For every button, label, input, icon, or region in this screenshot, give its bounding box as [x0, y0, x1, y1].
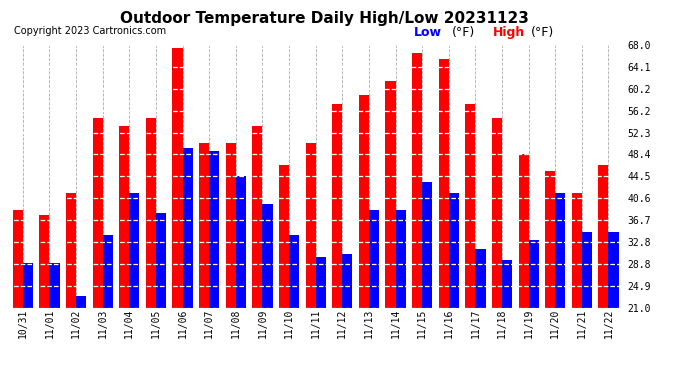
Bar — [92, 118, 103, 308]
Bar — [342, 255, 353, 308]
Bar — [23, 263, 33, 308]
Bar — [465, 104, 475, 308]
Bar — [439, 59, 449, 308]
Bar — [475, 249, 486, 308]
Bar — [359, 95, 369, 308]
Bar — [66, 193, 76, 308]
Bar — [183, 148, 193, 308]
Bar — [582, 232, 592, 308]
Bar — [316, 257, 326, 307]
Bar — [518, 154, 529, 308]
Text: (°F): (°F) — [452, 26, 475, 39]
Text: (°F): (°F) — [531, 26, 555, 39]
Bar — [529, 240, 539, 308]
Bar — [199, 143, 209, 308]
Bar — [119, 126, 129, 308]
Bar — [236, 176, 246, 308]
Text: High: High — [493, 26, 526, 39]
Bar — [502, 260, 512, 308]
Bar — [545, 171, 555, 308]
Bar — [572, 193, 582, 308]
Bar — [609, 232, 619, 308]
Bar — [386, 81, 395, 308]
Bar — [156, 213, 166, 308]
Bar — [226, 143, 236, 308]
Bar — [492, 118, 502, 308]
Text: Outdoor Temperature Daily High/Low 20231123: Outdoor Temperature Daily High/Low 20231… — [120, 11, 529, 26]
Bar — [39, 215, 50, 308]
Bar — [448, 193, 459, 308]
Bar — [12, 210, 23, 308]
Bar — [262, 204, 273, 308]
Bar — [253, 126, 262, 308]
Bar — [103, 235, 113, 308]
Bar — [129, 193, 139, 308]
Bar — [412, 53, 422, 307]
Bar — [395, 210, 406, 308]
Bar — [422, 182, 432, 308]
Bar — [555, 193, 565, 308]
Bar — [146, 118, 156, 308]
Bar — [598, 165, 609, 308]
Bar — [279, 165, 289, 308]
Bar — [50, 263, 59, 308]
Bar — [332, 104, 342, 308]
Text: Copyright 2023 Cartronics.com: Copyright 2023 Cartronics.com — [14, 26, 166, 36]
Bar — [76, 296, 86, 307]
Bar — [369, 210, 379, 308]
Bar — [209, 151, 219, 308]
Bar — [306, 143, 316, 308]
Bar — [289, 235, 299, 308]
Bar — [172, 48, 183, 308]
Text: Low: Low — [414, 26, 442, 39]
